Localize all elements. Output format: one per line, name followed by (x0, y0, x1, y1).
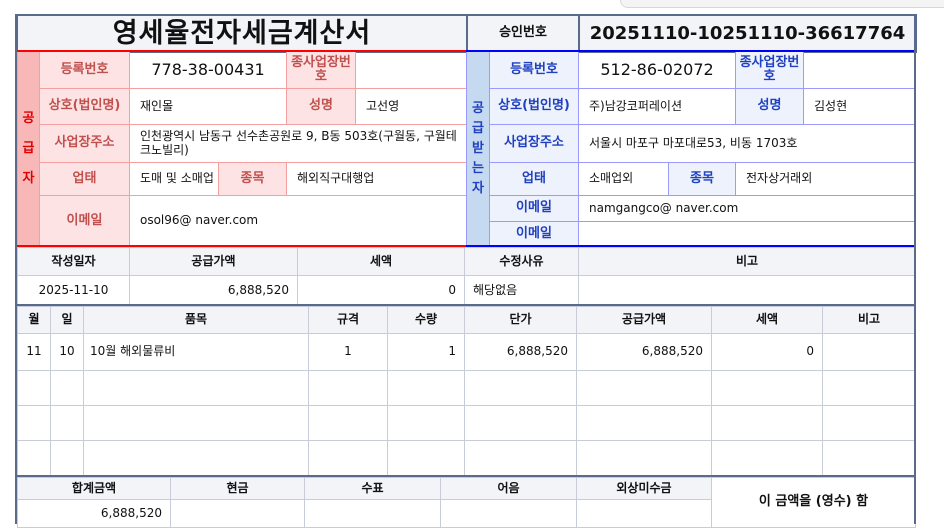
invoice-title: 영세율전자세금계산서 (16, 14, 468, 53)
items-header: 비고 (822, 306, 916, 334)
tax-amount: 0 (297, 275, 465, 306)
items-header: 세액 (711, 306, 823, 334)
supplier-type: 도매 및 소매업 (129, 162, 219, 196)
totals-header: 현금 (170, 477, 305, 500)
items-header: 수량 (387, 306, 465, 334)
item-tax: 0 (711, 333, 823, 371)
item-note (822, 333, 916, 371)
summary-table: 작성일자 공급가액 세액 수정사유 비고 2025-11-10 6,888,52… (17, 247, 916, 306)
totals-header: 외상미수금 (576, 477, 712, 500)
note-amount (440, 499, 577, 528)
supplier-sub-label: 종사업장번호 (286, 51, 356, 89)
invoice-header: 영세율전자세금계산서 승인번호 20251110-10251110-366177… (16, 14, 917, 53)
item-name: 10월 해외물류비 (83, 333, 309, 371)
item-month: 11 (17, 333, 51, 371)
receiver-type: 소매업외 (578, 162, 669, 196)
item-supply: 6,888,520 (576, 333, 712, 371)
frame-left (15, 14, 17, 524)
summary-header: 작성일자 (17, 247, 130, 276)
receiver-email-label: 이메일 (489, 195, 579, 222)
supplier-sub-no (355, 51, 467, 89)
supplier-name: 재인몰 (129, 88, 287, 125)
revision-reason: 해당없음 (464, 275, 579, 306)
receipt-text: 이 금액을 (영수) 함 (711, 477, 916, 528)
items-header: 품목 (83, 306, 309, 334)
table-row-empty (17, 440, 916, 476)
receiver-item-label: 종목 (668, 162, 736, 196)
approval-label: 승인번호 (466, 14, 580, 53)
items-header: 일 (50, 306, 84, 334)
divider (16, 475, 915, 477)
totals-table: 합계금액 현금 수표 어음 외상미수금 이 금액을 (영수) 함 6,888,5… (17, 477, 916, 528)
receiver-email2-label: 이메일 (489, 221, 579, 247)
approval-number: 20251110-10251110-36617764 (578, 14, 917, 53)
frame-right (914, 14, 916, 524)
receiver-item: 전자상거래외 (735, 162, 916, 196)
items-header: 월 (17, 306, 51, 334)
item-unit-price: 6,888,520 (464, 333, 577, 371)
supplier-name-label: 상호(법인명) (39, 88, 130, 125)
supplier-rep: 고선영 (355, 88, 467, 125)
receiver-bottom-border (466, 245, 915, 247)
receiver-top-border (466, 50, 915, 52)
item-qty: 1 (387, 333, 465, 371)
items-header: 규격 (308, 306, 388, 334)
write-date: 2025-11-10 (17, 275, 130, 306)
popup-edge (620, 0, 944, 8)
cash-amount (170, 499, 305, 528)
receiver-name-label: 상호(법인명) (489, 88, 579, 125)
receiver-email: namgangco@ naver.com (578, 195, 916, 222)
summary-note (578, 275, 916, 306)
supplier-address-label: 사업장주소 (39, 124, 130, 163)
receiver-type-label: 업태 (489, 162, 579, 196)
item-day: 10 (50, 333, 84, 371)
totals-header: 합계금액 (17, 477, 171, 500)
credit-amount (576, 499, 712, 528)
receiver-reg-no: 512-86-02072 (578, 51, 736, 89)
table-row-empty (17, 405, 916, 441)
receiver-sub-label: 종사업장번호 (735, 51, 804, 89)
supplier-reg-no: 778-38-00431 (129, 51, 287, 89)
summary-header: 세액 (297, 247, 465, 276)
totals-header: 수표 (304, 477, 441, 500)
items-header: 공급가액 (576, 306, 712, 334)
supplier-top-border (17, 50, 466, 52)
supplier-item-label: 종목 (218, 162, 287, 196)
supplier-bottom-border (17, 245, 466, 247)
receiver-name: 주)남강코퍼레이션 (578, 88, 736, 125)
total-amount: 6,888,520 (17, 499, 171, 528)
receiver-address: 서울시 마포구 마포대로53, 비동 1703호 (578, 124, 916, 163)
receiver-email2 (578, 221, 916, 247)
summary-header: 수정사유 (464, 247, 579, 276)
supplier-reg-label: 등록번호 (39, 51, 130, 89)
receiver-sub-no (803, 51, 916, 89)
receiver-rep: 김성현 (803, 88, 916, 125)
supply-amount: 6,888,520 (129, 275, 298, 306)
items-header: 단가 (464, 306, 577, 334)
item-spec: 1 (308, 333, 388, 371)
totals-header: 어음 (440, 477, 577, 500)
summary-header: 비고 (578, 247, 916, 276)
items-table: 월 일 품목 규격 수량 단가 공급가액 세액 비고 11 10 10월 해외물… (17, 306, 916, 476)
supplier-email: osol96@ naver.com (129, 195, 467, 247)
receiver-rep-label: 성명 (735, 88, 804, 125)
table-row: 11 10 10월 해외물류비 1 1 6,888,520 6,888,520 … (17, 333, 916, 371)
table-row-empty (17, 370, 916, 406)
supplier-type-label: 업태 (39, 162, 130, 196)
check-amount (304, 499, 441, 528)
supplier-email-label: 이메일 (39, 195, 130, 247)
divider (16, 304, 915, 306)
supplier-item: 해외직구대행업 (286, 162, 467, 196)
supplier-rep-label: 성명 (286, 88, 356, 125)
receiver-reg-label: 등록번호 (489, 51, 579, 89)
receiver-address-label: 사업장주소 (489, 124, 579, 163)
summary-header: 공급가액 (129, 247, 298, 276)
supplier-address: 인천광역시 남동구 선수촌공원로 9, B동 503호(구월동, 구월테크노빌리… (129, 124, 467, 163)
